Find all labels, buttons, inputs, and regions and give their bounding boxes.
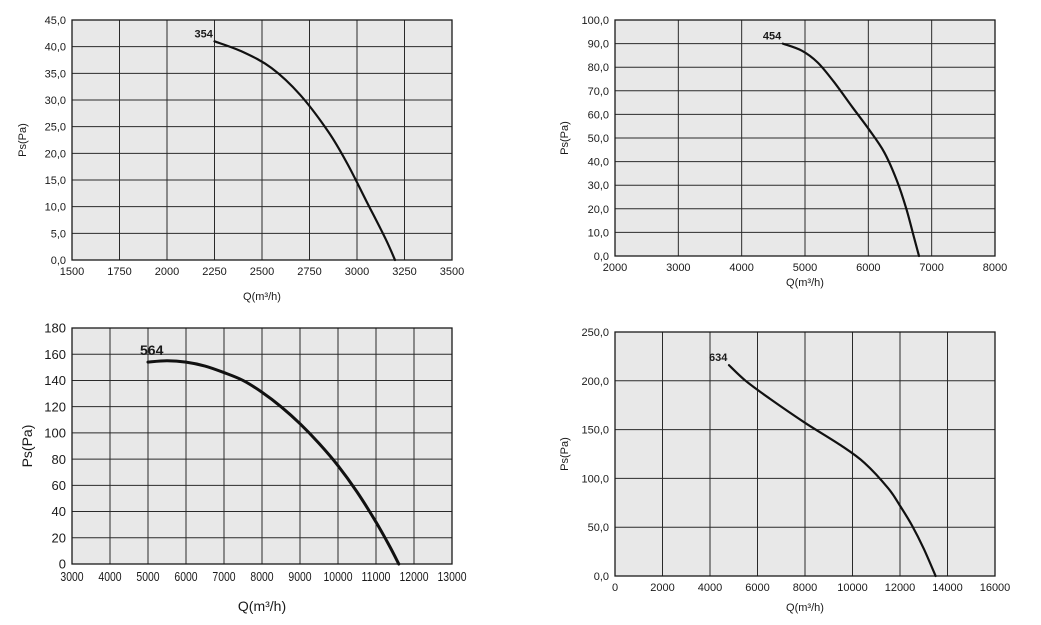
plot-frame	[71, 327, 453, 565]
y-tick-label: 70,0	[588, 86, 609, 98]
fan-curve-634	[727, 364, 937, 578]
x-tick-label: 9000	[288, 569, 311, 584]
y-tick-label: 20	[52, 530, 66, 545]
y-tick-label: 80,0	[588, 62, 609, 74]
x-tick-label: 1500	[60, 266, 84, 278]
y-tick-label: 40	[52, 504, 66, 519]
y-tick-label: 0,0	[594, 251, 609, 263]
curve-label-354: 354	[195, 28, 214, 40]
y-axis-label: Ps(Pa)	[19, 425, 35, 468]
x-tick-label: 11000	[362, 569, 391, 584]
chart-1: 1500 1750 2000 2250 2500 2750 3000 3250 3500 0,0 5…	[17, 15, 464, 303]
y-tick-label: 90,0	[588, 39, 609, 51]
y-tick-label: 0,0	[594, 571, 609, 583]
x-axis-label: Q(m³/h)	[786, 277, 824, 289]
y-tick-label: 50,0	[588, 522, 609, 534]
y-tick-label: 250,0	[581, 327, 609, 339]
fan-curve-354	[213, 40, 397, 262]
x-tick-label: 8000	[793, 582, 817, 594]
x-axis-label: Q(m³/h)	[786, 602, 824, 614]
x-tick-label: 10000	[324, 569, 353, 584]
x-tick-label: 2000	[155, 266, 179, 278]
y-tick-label: 30,0	[45, 95, 66, 107]
x-tick-label: 10000	[837, 582, 868, 594]
x-tick-label: 2000	[603, 262, 627, 274]
fan-curve-564	[146, 359, 401, 566]
x-tick-label: 6000	[856, 262, 880, 274]
x-tick-label: 3000	[666, 262, 690, 274]
x-tick-label: 14000	[932, 582, 963, 594]
y-tick-label: 120	[44, 399, 66, 414]
y-axis-label: Ps(Pa)	[559, 437, 571, 471]
y-tick-label: 0	[59, 557, 66, 572]
curve-label-454: 454	[763, 31, 782, 43]
y-tick-label: 45,0	[45, 15, 66, 27]
x-tick-label: 5000	[136, 569, 159, 584]
x-tick-label: 12000	[885, 582, 916, 594]
x-tick-label: 7000	[919, 262, 943, 274]
x-tick-label: 2000	[650, 582, 674, 594]
y-axis-label: Ps(Pa)	[17, 123, 29, 157]
y-tick-label: 40,0	[588, 157, 609, 169]
y-tick-label: 0,0	[51, 255, 66, 267]
y-tick-label: 80	[52, 452, 66, 467]
y-tick-label: 100	[44, 426, 66, 441]
x-tick-label: 2750	[297, 266, 321, 278]
curve-label-634: 634	[709, 352, 728, 364]
x-tick-label: 8000	[250, 569, 273, 584]
chart-3: 3000 4000 5000 6000 7000 8000 9000 10000 11000 12…	[19, 321, 467, 614]
y-tick-label: 200,0	[581, 376, 609, 388]
x-tick-label: 2250	[202, 266, 226, 278]
y-tick-label: 180	[44, 321, 66, 336]
x-tick-label: 7000	[212, 569, 235, 584]
chart-4: 0 2000 4000 6000 8000 10000 12000 14000 16000 0,0…	[559, 327, 1010, 614]
x-tick-label: 5000	[793, 262, 817, 274]
y-tick-label: 10,0	[45, 202, 66, 214]
plot-frame	[614, 19, 996, 257]
y-tick-label: 15,0	[45, 175, 66, 187]
x-tick-label: 12000	[400, 569, 429, 584]
chart-2: 2000 3000 4000 5000 6000 7000 8000 0,0 10,0 20,0 3…	[559, 15, 1007, 289]
y-tick-label: 30,0	[588, 180, 609, 192]
y-tick-label: 60,0	[588, 109, 609, 121]
x-tick-label: 3500	[440, 266, 464, 278]
y-tick-label: 10,0	[588, 227, 609, 239]
y-tick-label: 35,0	[45, 68, 66, 80]
y-tick-label: 150,0	[581, 425, 609, 437]
x-tick-label: 6000	[745, 582, 769, 594]
x-tick-label: 3000	[345, 266, 369, 278]
x-tick-label: 4000	[729, 262, 753, 274]
x-axis-label: Q(m³/h)	[243, 291, 281, 303]
x-tick-label: 4000	[98, 569, 121, 584]
y-tick-label: 25,0	[45, 122, 66, 134]
y-tick-label: 20,0	[45, 148, 66, 160]
y-tick-label: 60	[52, 478, 66, 493]
y-tick-label: 40,0	[45, 42, 66, 54]
x-tick-label: 1750	[107, 266, 131, 278]
y-axis-label: Ps(Pa)	[559, 121, 571, 155]
x-tick-label: 4000	[698, 582, 722, 594]
x-axis-label: Q(m³/h)	[238, 598, 286, 614]
y-tick-label: 20,0	[588, 204, 609, 216]
curve-label-564: 564	[140, 342, 164, 358]
y-tick-label: 140	[44, 373, 66, 388]
y-tick-label: 50,0	[588, 133, 609, 145]
x-tick-label: 3250	[392, 266, 416, 278]
x-tick-label: 16000	[980, 582, 1011, 594]
x-tick-label: 3000	[60, 569, 83, 584]
x-tick-label: 13000	[438, 569, 467, 584]
x-tick-label: 6000	[174, 569, 197, 584]
x-tick-label: 0	[612, 582, 618, 594]
y-tick-label: 100,0	[581, 473, 609, 485]
plot-frame	[614, 331, 996, 577]
y-tick-label: 160	[44, 347, 66, 362]
fan-curve-454	[781, 42, 921, 258]
plot-frame	[71, 19, 453, 261]
x-tick-label: 2500	[250, 266, 274, 278]
y-tick-label: 5,0	[51, 228, 66, 240]
x-tick-label: 8000	[983, 262, 1007, 274]
y-tick-label: 100,0	[581, 15, 609, 27]
